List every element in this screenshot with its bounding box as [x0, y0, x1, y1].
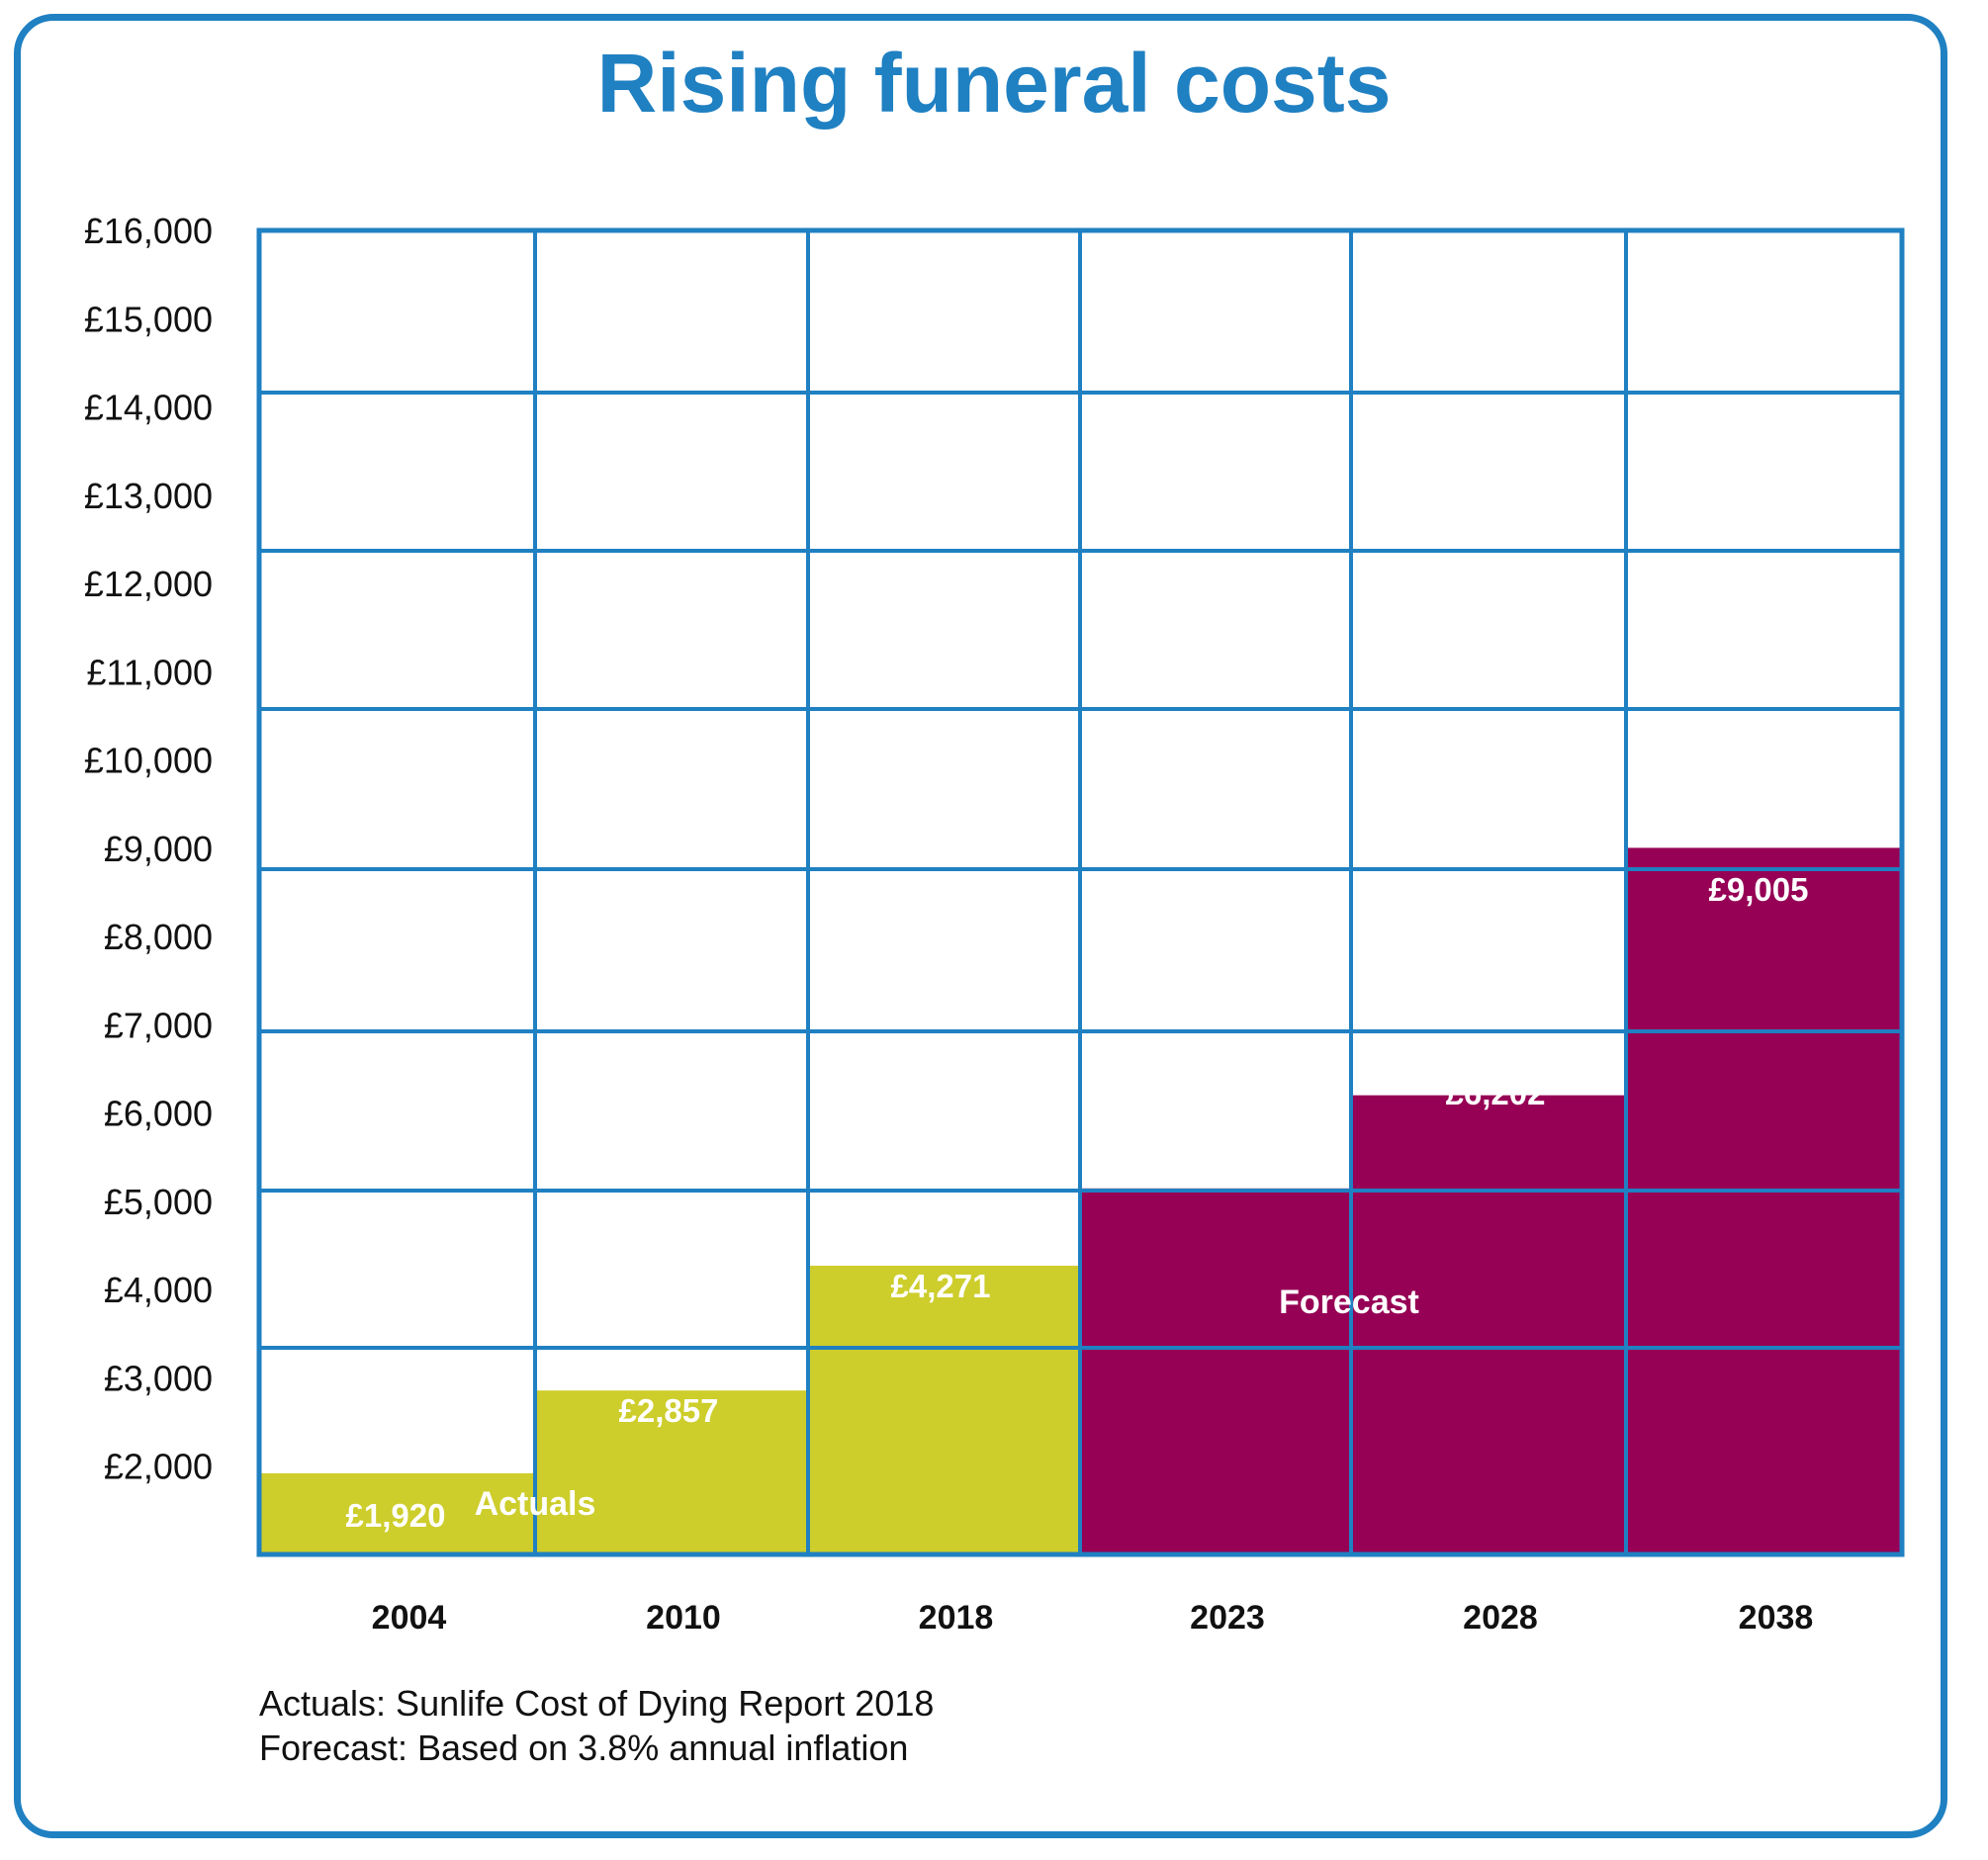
- y-tick-label: £5,000: [104, 1182, 213, 1222]
- note-forecast-basis: Forecast: Based on 3.8% annual inflation: [259, 1727, 909, 1768]
- y-tick-label: £11,000: [87, 652, 213, 692]
- bar-2038: [1626, 847, 1902, 1554]
- y-tick-label: £7,000: [104, 1005, 213, 1045]
- y-tick-label: £6,000: [104, 1094, 213, 1134]
- group-label-actuals: Actuals: [475, 1485, 596, 1523]
- y-tick-label: £3,000: [104, 1358, 213, 1398]
- y-tick-label: £15,000: [84, 299, 213, 339]
- x-tick-label: 2010: [646, 1599, 721, 1637]
- x-tick-label: 2018: [919, 1599, 994, 1637]
- y-tick-label: £8,000: [104, 917, 213, 957]
- grid-layer: [256, 227, 1905, 1557]
- x-tick-label: 2028: [1463, 1599, 1538, 1637]
- y-tick-label: £9,000: [104, 829, 213, 869]
- x-tick-label: 2004: [372, 1599, 447, 1637]
- y-tick-label: £12,000: [84, 564, 213, 604]
- y-tick-label: £16,000: [84, 211, 213, 251]
- bar-2028: [1351, 1095, 1626, 1554]
- value-label-2018: £4,271: [891, 1268, 991, 1304]
- y-tick-label: £13,000: [84, 476, 213, 516]
- source-notes: Actuals: Sunlife Cost of Dying Report 20…: [259, 1681, 934, 1770]
- value-label-2010: £2,857: [619, 1392, 719, 1429]
- chart-title: Rising funeral costs: [596, 37, 1392, 130]
- note-actuals-source: Actuals: Sunlife Cost of Dying Report 20…: [259, 1683, 935, 1724]
- group-label-forecast: Forecast: [1279, 1284, 1419, 1321]
- bar-2023: [1080, 1188, 1351, 1554]
- value-label-2038: £9,005: [1709, 871, 1809, 908]
- y-tick-label: £14,000: [84, 388, 213, 428]
- y-tick-label: £4,000: [104, 1270, 213, 1310]
- bar-2018: [808, 1266, 1080, 1554]
- bar-2004: [259, 1472, 535, 1554]
- bar-2010: [535, 1390, 808, 1554]
- y-tick-label: £10,000: [84, 741, 213, 781]
- x-tick-label: 2023: [1190, 1599, 1265, 1637]
- value-label-2023: £5,147: [1171, 1141, 1271, 1178]
- labels-layer: £2,000 £3,000 £4,000 £5,000 £6,000 £7,000 £8,0…: [84, 211, 1813, 1637]
- y-tick-label: £2,000: [104, 1447, 213, 1487]
- value-label-2028: £6,202: [1446, 1075, 1546, 1111]
- value-label-2004: £1,920: [346, 1497, 446, 1534]
- chart-frame: [14, 14, 1947, 1838]
- plot-border: [256, 227, 1905, 1557]
- bars-layer: [259, 847, 1902, 1554]
- x-tick-label: 2038: [1739, 1599, 1814, 1637]
